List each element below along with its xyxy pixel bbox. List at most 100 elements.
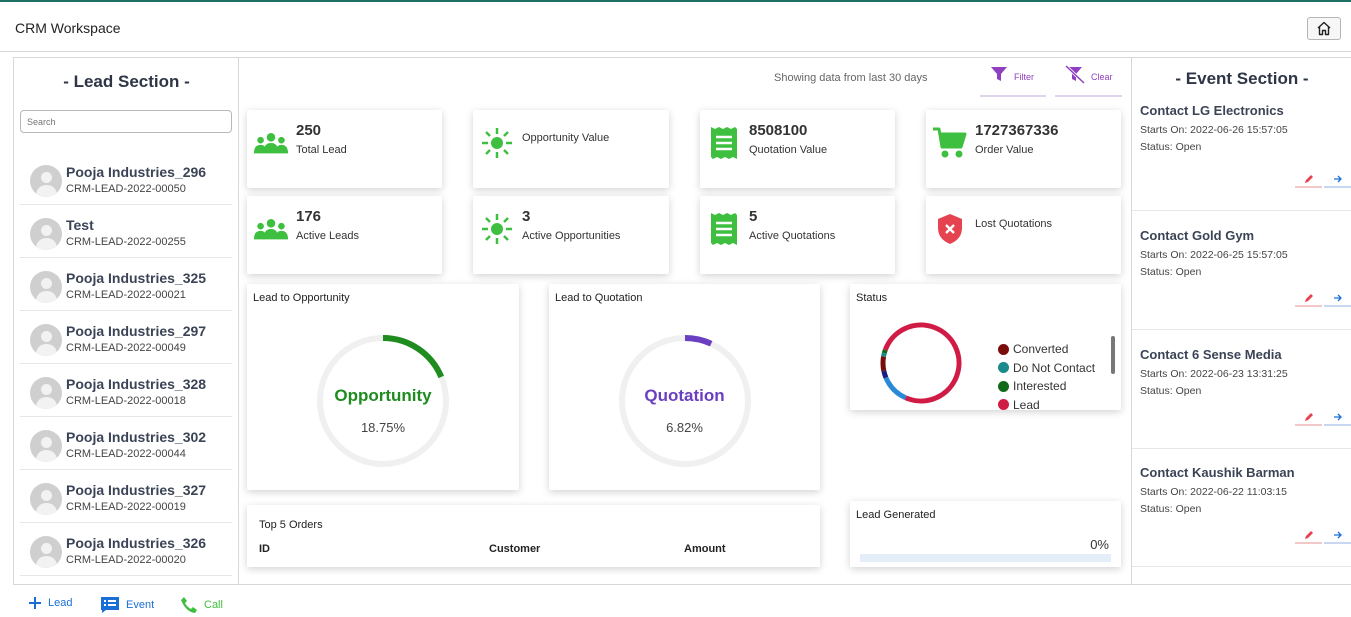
lead-list-item[interactable]: Pooja Industries_296 CRM-LEAD-2022-00050 [20,152,232,205]
lead-list-item[interactable]: Pooja Industries_325 CRM-LEAD-2022-00021 [20,258,232,311]
shield-x-icon [932,212,968,246]
pencil-icon [1304,531,1313,539]
lead-section: - Lead Section - Pooja Industries_296 CR… [14,58,239,584]
plus-icon [29,597,41,609]
legend-item-do-not-contact[interactable]: Do Not Contact [998,359,1095,378]
quotation-value-label: Quotation Value [749,144,828,156]
legend-item-converted[interactable]: Converted [998,340,1095,359]
lead-name: Pooja Industries_302 [66,429,207,445]
event-start: Starts On: 2022-06-23 13:31:25 [1140,368,1288,380]
event-list-item[interactable]: Contact LG Electronics Starts On: 2022-0… [1132,92,1351,211]
pencil-icon [1304,413,1313,421]
lead-name: Pooja Industries_297 [66,323,207,339]
status-slice[interactable] [878,320,964,406]
edit-event-button[interactable] [1295,291,1322,307]
legend-item-lead[interactable]: Lead [998,396,1095,415]
event-section: - Event Section - Contact LG Electronics… [1131,58,1351,584]
lead-code: CRM-LEAD-2022-00020 [66,554,186,566]
event-start: Starts On: 2022-06-26 15:57:05 [1140,124,1288,136]
open-event-button[interactable] [1324,528,1351,544]
legend-label: Interested [1013,379,1067,394]
order-value-card[interactable]: 1727367336 Order Value [926,110,1121,188]
workspace-frame [13,57,1351,585]
total-lead-label: Total Lead [296,144,347,156]
event-status: Status: Open [1140,503,1202,515]
legend-scrollbar[interactable] [1111,336,1115,374]
active-quotations-value: 5 [749,208,758,225]
open-event-button[interactable] [1324,410,1351,426]
opportunity-value-card[interactable]: Opportunity Value [473,110,669,188]
date-range-text: Showing data from last 30 days [774,72,928,84]
lead-code: CRM-LEAD-2022-00019 [66,501,186,513]
event-status: Status: Open [1140,266,1202,278]
bottom-action-bar: Lead Event Call [13,585,1351,617]
legend-label: Do Not Contact [1013,360,1096,375]
opportunity-gauge [317,335,449,467]
event-start: Starts On: 2022-06-22 11:03:15 [1140,486,1287,498]
group-icon [253,212,289,246]
add-lead-button[interactable]: Lead [28,596,72,610]
lead-list-item[interactable]: Test CRM-LEAD-2022-00255 [20,205,232,258]
lead-code: CRM-LEAD-2022-00049 [66,342,186,354]
lost-quotations-card[interactable]: Lost Quotations [926,196,1121,274]
edit-event-button[interactable] [1295,172,1322,188]
sun-icon [479,212,515,246]
lead-to-quotation-title: Lead to Quotation [555,292,643,304]
event-list-item[interactable]: Contact Gold Gym Starts On: 2022-06-25 1… [1132,211,1351,330]
orders-column-id: ID [259,543,270,555]
event-list-item[interactable]: Contact 6 Sense Media Starts On: 2022-06… [1132,330,1351,449]
sun-icon [479,126,515,160]
legend-label: Lead [1013,397,1040,412]
opportunity-value-label: Opportunity Value [522,132,610,144]
status-slice[interactable] [878,320,964,406]
open-event-button[interactable] [1324,291,1351,307]
lead-list-item[interactable]: Pooja Industries_302 CRM-LEAD-2022-00044 [20,417,232,470]
edit-event-button[interactable] [1295,528,1322,544]
active-leads-value: 176 [296,208,322,225]
lead-name: Pooja Industries_327 [66,482,207,498]
home-icon [1317,21,1331,36]
event-name: Contact Gold Gym [1140,228,1255,243]
add-event-button[interactable]: Event [100,596,154,614]
event-list-item[interactable]: Contact Kaushik Barman Starts On: 2022-0… [1132,448,1351,567]
lead-list-item[interactable]: Pooja Industries_297 CRM-LEAD-2022-00049 [20,311,232,364]
open-event-button[interactable] [1324,172,1351,188]
event-list-icon [101,597,119,613]
clear-filter-button[interactable]: Clear [1055,65,1122,97]
event-status: Status: Open [1140,385,1202,397]
app-title: CRM Workspace [15,20,121,36]
lead-section-title: - Lead Section - [63,72,190,91]
status-slice[interactable] [878,320,964,406]
active-leads-card[interactable]: 176 Active Leads [247,196,442,274]
active-quotations-card[interactable]: 5 Active Quotations [700,196,895,274]
edit-event-button[interactable] [1295,410,1322,426]
lead-to-opportunity-panel: Lead to Opportunity Opportunity 18.75% [247,284,519,490]
legend-item-interested[interactable]: Interested [998,377,1095,396]
lead-list: Pooja Industries_296 CRM-LEAD-2022-00050… [20,152,232,576]
top-orders-title: Top 5 Orders [259,519,323,531]
lead-search-input[interactable] [20,110,232,133]
avatar [30,218,62,250]
legend-dot [998,343,1009,355]
lead-name: Pooja Industries_325 [66,270,207,286]
status-slice[interactable] [878,320,964,406]
active-opportunities-card[interactable]: 3 Active Opportunities [473,196,669,274]
legend-dot [998,362,1009,374]
home-button[interactable] [1307,17,1341,40]
arrow-right-icon [1333,531,1342,539]
lead-list-item[interactable]: Pooja Industries_326 CRM-LEAD-2022-00020 [20,523,232,576]
filter-label: Filter [1014,72,1034,82]
lead-name: Pooja Industries_326 [66,535,207,551]
lead-list-item[interactable]: Pooja Industries_328 CRM-LEAD-2022-00018 [20,364,232,417]
status-slice[interactable] [878,320,964,406]
status-slice[interactable] [878,320,964,406]
filter-button[interactable]: Filter [980,65,1046,97]
lead-to-opportunity-title: Lead to Opportunity [253,292,350,304]
orders-column-amount: Amount [684,543,726,555]
quotation-value-card[interactable]: 8508100 Quotation Value [700,110,895,188]
lead-list-item[interactable]: Pooja Industries_327 CRM-LEAD-2022-00019 [20,470,232,523]
total-lead-card[interactable]: 250 Total Lead [247,110,442,188]
call-button[interactable]: Call [180,596,223,614]
status-panel: Status Converted Do Not Contact Interest… [850,284,1121,412]
avatar [30,377,62,409]
